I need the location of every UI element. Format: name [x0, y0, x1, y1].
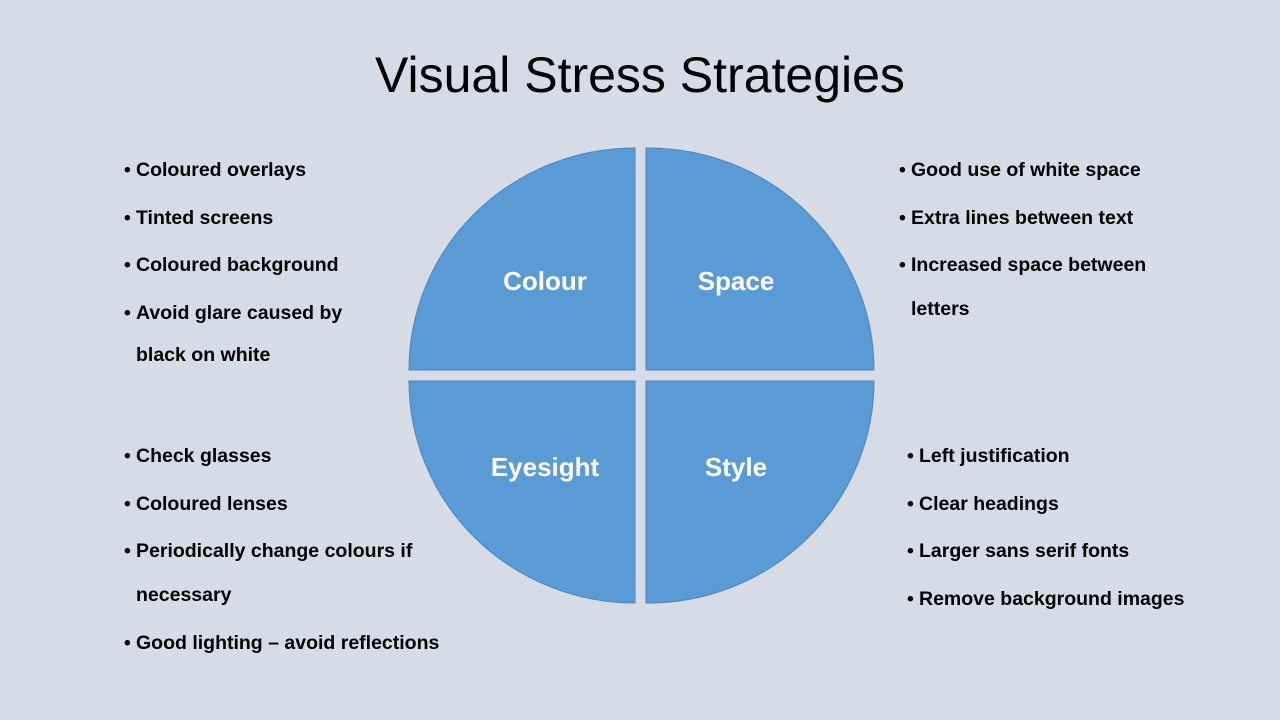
list-item: Coloured overlays — [124, 159, 366, 181]
quadrant-label-eyesight: Eyesight — [491, 452, 600, 482]
quadrant-label-colour: Colour — [503, 266, 587, 296]
list-item: Coloured background — [124, 254, 366, 276]
style-strategies-list: Left justification Clear headings Larger… — [907, 445, 1185, 635]
list-item: Remove background images — [907, 588, 1185, 610]
eyesight-strategies-list: Check glasses Coloured lenses Periodical… — [124, 445, 446, 679]
list-item: Avoid glare caused by black on white — [124, 292, 366, 376]
space-strategies-list: Good use of white space Extra lines betw… — [899, 159, 1176, 357]
list-item: Good lighting – avoid reflections — [124, 632, 446, 654]
list-item: Left justification — [907, 445, 1185, 467]
quadrant-space — [645, 147, 875, 371]
quadrant-style — [645, 380, 875, 604]
quadrant-label-space: Space — [698, 266, 775, 296]
list-item: Increased space between letters — [899, 243, 1176, 331]
quadrant-colour — [408, 147, 636, 371]
colour-strategies-list: Coloured overlays Tinted screens Coloure… — [124, 159, 366, 401]
list-item: Check glasses — [124, 445, 446, 467]
list-item: Extra lines between text — [899, 207, 1176, 229]
list-item: Coloured lenses — [124, 493, 446, 515]
list-item: Clear headings — [907, 493, 1185, 515]
list-item: Good use of white space — [899, 159, 1176, 181]
quadrant-label-style: Style — [705, 452, 767, 482]
list-item: Periodically change colours if necessary — [124, 529, 446, 617]
list-item: Tinted screens — [124, 207, 366, 229]
list-item: Larger sans serif fonts — [907, 540, 1185, 562]
slide-title: Visual Stress Strategies — [375, 47, 905, 103]
quadrant-eyesight — [408, 380, 636, 604]
